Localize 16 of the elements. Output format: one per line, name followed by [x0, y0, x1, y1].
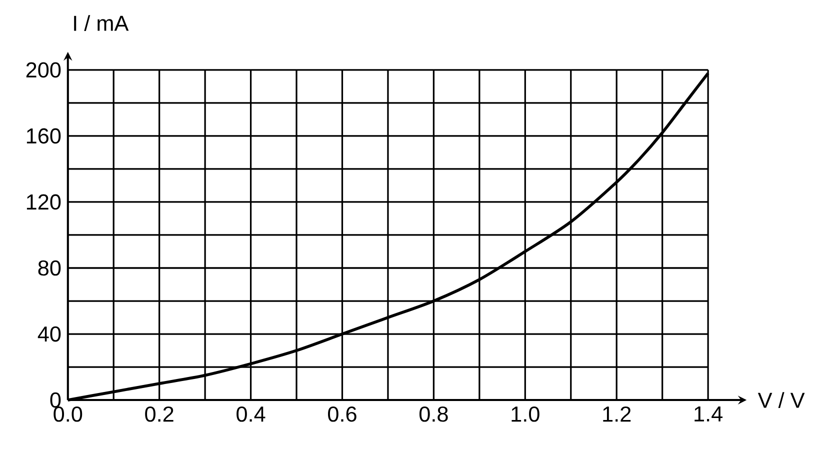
- y-axis-title: I / mA: [74, 15, 129, 32]
- x-tick-label: 1.4: [694, 406, 722, 422]
- x-axis-title: V / V: [758, 392, 805, 408]
- x-tick-label: 0.6: [328, 406, 356, 422]
- y-tick-label: 120: [26, 194, 61, 210]
- x-tick-label: 0.8: [419, 406, 448, 422]
- y-tick-label: 200: [26, 62, 61, 78]
- y-tick-label: 160: [26, 128, 61, 144]
- y-tick-label: 0: [50, 392, 61, 408]
- y-tick-label: 80: [38, 260, 61, 276]
- x-tick-label: 0.4: [236, 406, 266, 422]
- x-tick-label: 1.2: [603, 406, 631, 422]
- x-tick-label: 0.0: [54, 406, 82, 422]
- x-tick-label: 1.0: [512, 406, 540, 422]
- y-tick-label: 40: [38, 326, 61, 342]
- x-tick-label: 0.2: [145, 406, 174, 422]
